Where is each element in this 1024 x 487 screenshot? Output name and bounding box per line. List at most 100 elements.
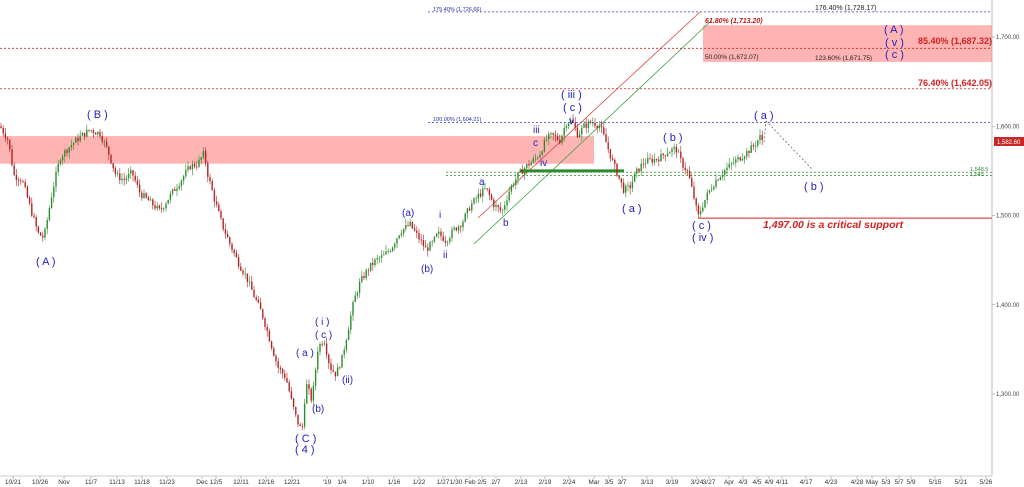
candle-body bbox=[732, 162, 735, 164]
candle-body bbox=[147, 197, 150, 201]
candle-body bbox=[167, 199, 169, 204]
candle-body bbox=[409, 221, 411, 226]
x-tick-label: 3/24 bbox=[691, 479, 704, 486]
candle-body bbox=[145, 193, 147, 198]
candle-body bbox=[193, 164, 196, 167]
x-tick-label: Nov bbox=[58, 479, 70, 486]
candle-body bbox=[165, 203, 167, 209]
wave-label-ii-jan: ii bbox=[443, 250, 447, 261]
candle-body bbox=[35, 217, 37, 227]
x-tick-label: 11/23 bbox=[159, 479, 175, 486]
candle-body bbox=[240, 266, 242, 271]
wave-label-C: ( C ) bbox=[295, 433, 316, 445]
candle-body bbox=[622, 182, 625, 193]
candle-body bbox=[497, 205, 499, 208]
x-tick-label: '19 bbox=[323, 479, 332, 486]
x-tick-label: 2/7 bbox=[491, 479, 500, 486]
candle-body bbox=[26, 187, 29, 198]
candle-body bbox=[259, 302, 262, 310]
candle-body bbox=[576, 127, 579, 138]
candle-body bbox=[119, 173, 121, 181]
x-tick-label: 1/4 bbox=[337, 479, 346, 486]
candle-body bbox=[629, 185, 631, 189]
candle-body bbox=[400, 233, 403, 236]
wave-label-B: ( B ) bbox=[87, 109, 108, 121]
candle-body bbox=[620, 178, 623, 183]
candle-body bbox=[292, 398, 295, 408]
candle-body bbox=[581, 127, 583, 135]
candle-body bbox=[625, 186, 627, 193]
candle-body bbox=[526, 163, 528, 169]
candle-body bbox=[616, 163, 618, 176]
channel-line-red bbox=[477, 11, 701, 219]
candle-body bbox=[323, 343, 326, 345]
candle-body bbox=[479, 193, 482, 197]
y-tick-label: 1,500.00 bbox=[996, 214, 1020, 220]
candle-body bbox=[398, 235, 400, 239]
candle-body bbox=[325, 343, 328, 355]
candle-body bbox=[539, 154, 541, 158]
x-tick-label: 3/19 bbox=[666, 479, 679, 486]
candle-body bbox=[704, 200, 706, 208]
candle-body bbox=[660, 153, 662, 162]
candle-body bbox=[222, 218, 224, 230]
candle-body bbox=[554, 134, 557, 137]
candle-body bbox=[598, 126, 601, 129]
wave-label-A-target: ( A ) bbox=[884, 24, 904, 36]
candle-body bbox=[196, 166, 198, 168]
candle-body bbox=[303, 403, 306, 427]
candle-body bbox=[642, 163, 645, 165]
candle-body bbox=[669, 152, 671, 154]
candle-body bbox=[453, 227, 455, 230]
candle-body bbox=[717, 179, 719, 181]
candle-body bbox=[20, 180, 22, 182]
candle-body bbox=[427, 247, 429, 251]
candle-body bbox=[757, 140, 759, 146]
candle-body bbox=[88, 129, 90, 131]
green-support-bar bbox=[520, 169, 624, 173]
candle-body bbox=[743, 156, 746, 159]
candle-body bbox=[365, 269, 367, 279]
candle-body bbox=[548, 134, 550, 140]
candle-body bbox=[132, 170, 134, 176]
candle-body bbox=[422, 240, 425, 247]
candle-body bbox=[270, 341, 273, 349]
candle-body bbox=[136, 180, 139, 185]
candle-body bbox=[310, 388, 312, 401]
candle-body bbox=[402, 228, 405, 234]
candle-body bbox=[94, 132, 97, 135]
candle-body bbox=[387, 251, 389, 252]
fib-label-50: 50.00% (1,672.07) bbox=[705, 54, 758, 61]
candle-body bbox=[748, 151, 750, 153]
candle-body bbox=[180, 180, 183, 187]
candle-body bbox=[730, 163, 733, 164]
candle-body bbox=[493, 199, 495, 207]
candle-body bbox=[125, 178, 128, 180]
candle-body bbox=[341, 354, 343, 368]
candle-body bbox=[702, 207, 704, 212]
candle-body bbox=[200, 157, 202, 160]
candle-body bbox=[13, 165, 15, 176]
candle-body bbox=[37, 226, 40, 233]
candle-body bbox=[545, 139, 548, 141]
candle-body bbox=[46, 219, 48, 229]
candle-body bbox=[369, 262, 372, 271]
candle-body bbox=[308, 384, 310, 389]
candle-body bbox=[413, 228, 416, 231]
candle-body bbox=[57, 163, 59, 172]
candle-body bbox=[211, 181, 213, 191]
wave-label-c-top: ( c ) bbox=[563, 102, 582, 114]
candle-body bbox=[647, 158, 649, 164]
candle-body bbox=[596, 126, 598, 129]
candle-body bbox=[565, 126, 568, 128]
candle-body bbox=[713, 186, 715, 190]
x-tick-label: 1/10 bbox=[362, 479, 375, 486]
candle-body bbox=[367, 269, 370, 271]
candle-body bbox=[561, 135, 563, 144]
candle-body bbox=[81, 132, 84, 136]
fib-label-85-4: 85.40% (1,687.32) bbox=[918, 36, 992, 46]
candle-body bbox=[504, 205, 506, 210]
x-tick-label: 11/7 bbox=[85, 479, 98, 486]
projection-line-down bbox=[765, 120, 813, 170]
candle-body bbox=[724, 170, 726, 175]
